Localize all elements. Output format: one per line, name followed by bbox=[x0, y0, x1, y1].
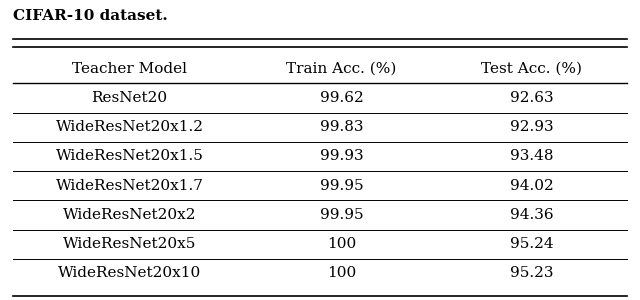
Text: 99.93: 99.93 bbox=[320, 149, 364, 164]
Text: WideResNet20x1.7: WideResNet20x1.7 bbox=[56, 178, 204, 193]
Text: ResNet20: ResNet20 bbox=[92, 91, 168, 105]
Text: 94.36: 94.36 bbox=[510, 208, 554, 222]
Text: 100: 100 bbox=[327, 266, 356, 280]
Text: 94.02: 94.02 bbox=[510, 178, 554, 193]
Text: 93.48: 93.48 bbox=[510, 149, 554, 164]
Text: Train Acc. (%): Train Acc. (%) bbox=[286, 61, 397, 76]
Text: 92.93: 92.93 bbox=[510, 120, 554, 134]
Text: WideResNet20x5: WideResNet20x5 bbox=[63, 237, 196, 251]
Text: CIFAR-10 dataset.: CIFAR-10 dataset. bbox=[13, 9, 168, 23]
Text: 95.24: 95.24 bbox=[510, 237, 554, 251]
Text: Teacher Model: Teacher Model bbox=[72, 61, 187, 76]
Text: 95.23: 95.23 bbox=[510, 266, 554, 280]
Text: 99.62: 99.62 bbox=[319, 91, 364, 105]
Text: 99.83: 99.83 bbox=[320, 120, 364, 134]
Text: 92.63: 92.63 bbox=[510, 91, 554, 105]
Text: 99.95: 99.95 bbox=[320, 178, 364, 193]
Text: 99.95: 99.95 bbox=[320, 208, 364, 222]
Text: WideResNet20x10: WideResNet20x10 bbox=[58, 266, 201, 280]
Text: WideResNet20x1.5: WideResNet20x1.5 bbox=[56, 149, 204, 164]
Text: WideResNet20x1.2: WideResNet20x1.2 bbox=[56, 120, 204, 134]
Text: Test Acc. (%): Test Acc. (%) bbox=[481, 61, 582, 76]
Text: WideResNet20x2: WideResNet20x2 bbox=[63, 208, 196, 222]
Text: 100: 100 bbox=[327, 237, 356, 251]
